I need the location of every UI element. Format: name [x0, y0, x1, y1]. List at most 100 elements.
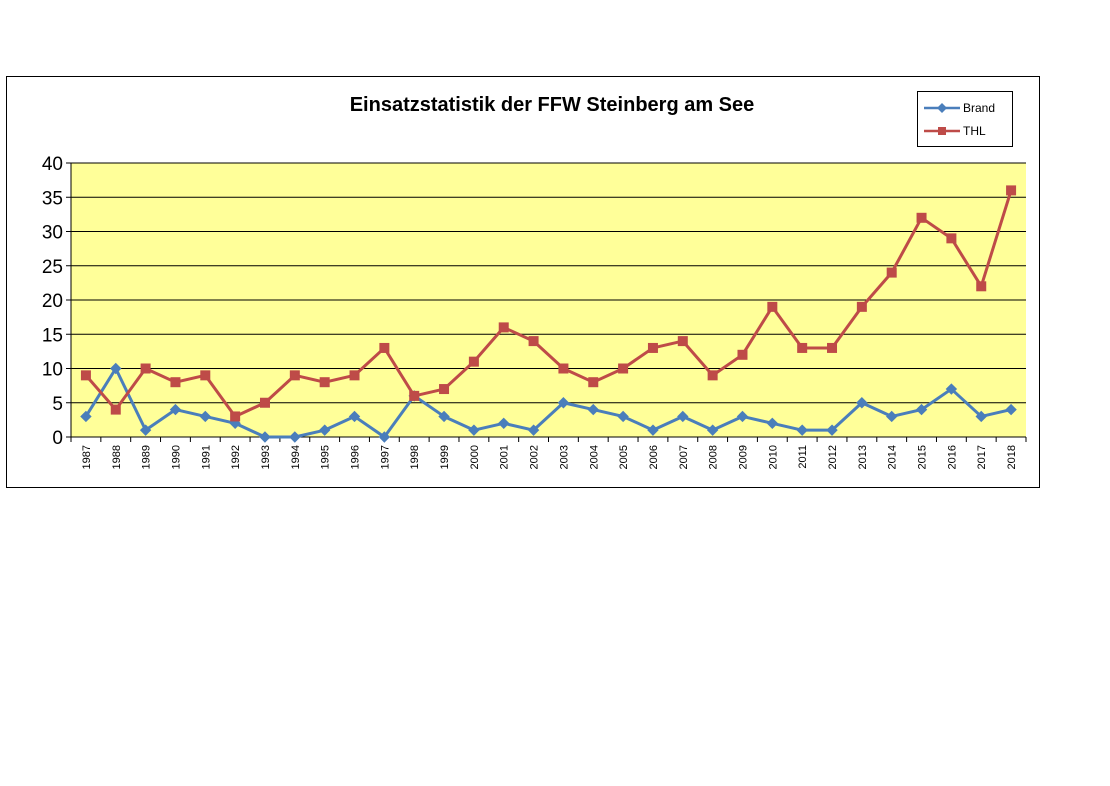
data-point-thl: [259, 397, 270, 408]
data-point-thl: [379, 342, 390, 353]
legend-swatch-brand: [924, 103, 960, 113]
data-point-brand: [318, 424, 331, 436]
data-point-brand: [677, 410, 689, 423]
y-tick-label: 15: [42, 325, 63, 346]
data-point-thl: [498, 322, 509, 333]
data-point-brand: [617, 410, 629, 423]
data-point-brand: [438, 410, 450, 423]
x-tick-label: 2014: [887, 445, 899, 469]
data-point-thl: [468, 356, 479, 367]
data-point-brand: [169, 403, 182, 416]
x-tick-label: 2010: [767, 445, 779, 469]
data-point-brand: [736, 410, 749, 423]
x-tick-label: 2001: [499, 445, 511, 469]
y-tick-label: 30: [42, 223, 63, 244]
x-tick-label: 1993: [260, 445, 272, 469]
chart-title: Einsatzstatistik der FFW Steinberg am Se…: [349, 94, 755, 116]
data-point-brand: [527, 424, 540, 436]
data-point-brand: [945, 383, 958, 395]
x-tick-label: 1995: [320, 445, 332, 469]
x-tick-label: 2017: [976, 445, 988, 469]
data-point-brand: [856, 397, 868, 409]
data-point-thl: [618, 363, 629, 374]
data-point-brand: [80, 410, 92, 423]
x-tick-label: 1996: [350, 445, 362, 469]
data-point-thl: [200, 370, 211, 381]
x-tick-label: 1999: [439, 445, 451, 469]
x-tick-label: 2002: [529, 445, 541, 469]
data-point-thl: [886, 267, 897, 278]
data-point-thl: [409, 390, 420, 401]
y-tick-label: 35: [42, 188, 63, 209]
legend-label-brand: Brand: [963, 101, 996, 115]
x-tick-label: 2007: [678, 445, 690, 469]
data-point-thl: [707, 370, 718, 381]
data-point-thl: [528, 336, 539, 347]
x-tick-label: 1998: [409, 445, 421, 469]
x-tick-label: 1988: [111, 445, 123, 469]
data-point-thl: [856, 301, 867, 312]
data-point-thl: [439, 384, 450, 395]
x-tick-label: 2006: [648, 445, 660, 469]
data-point-brand: [587, 403, 599, 416]
data-point-brand: [1005, 403, 1017, 416]
data-point-brand: [647, 424, 659, 436]
legend: Brand THL: [917, 91, 1013, 147]
data-point-thl: [916, 212, 927, 223]
legend-swatch-thl: [924, 127, 960, 135]
legend-label-thl: THL: [963, 124, 986, 138]
data-point-thl: [230, 411, 241, 422]
data-point-brand: [557, 397, 570, 409]
data-point-thl: [677, 336, 688, 347]
legend-item-thl: THL: [918, 121, 1014, 141]
data-point-brand: [975, 410, 987, 423]
chart-plot: 0 5 10 15 20 25 30 35 40 1987 1988 1989 1990 1991 1992…: [42, 154, 1027, 469]
data-point-thl: [797, 342, 808, 353]
data-point-thl: [588, 377, 599, 388]
x-tick-label: 2004: [588, 445, 600, 469]
data-point-brand: [110, 362, 122, 375]
data-point-thl: [827, 342, 838, 353]
x-tick-label: 2003: [558, 445, 570, 469]
data-point-brand: [498, 417, 510, 430]
data-point-thl: [558, 363, 569, 374]
y-tick-label: 5: [52, 394, 63, 415]
x-tick-label: 1994: [290, 445, 302, 469]
data-point-brand: [885, 410, 898, 423]
data-point-brand: [468, 424, 480, 436]
y-tick-label: 40: [42, 154, 63, 175]
data-point-thl: [1006, 185, 1017, 196]
x-tick-label: 2012: [827, 445, 839, 469]
data-point-brand: [796, 424, 808, 436]
x-tick-label: 2009: [737, 445, 749, 469]
x-tick-label: 2008: [708, 445, 720, 469]
data-point-thl: [80, 370, 91, 381]
data-point-thl: [140, 363, 151, 374]
x-tick-label: 2011: [797, 445, 809, 469]
x-tick-label: 1987: [81, 445, 93, 469]
data-point-brand: [259, 431, 271, 443]
x-tick-label: 1989: [141, 445, 153, 469]
x-tick-label: 2013: [857, 445, 869, 469]
data-point-thl: [319, 377, 330, 388]
data-point-thl: [110, 404, 121, 415]
series-line-brand: [84, 367, 1012, 439]
y-tick-label: 25: [42, 257, 63, 278]
data-point-brand: [139, 424, 152, 436]
x-tick-label: 1992: [230, 445, 242, 469]
x-tick-label: 2005: [618, 445, 630, 469]
data-point-thl: [737, 349, 748, 360]
data-point-brand: [378, 431, 391, 443]
data-point-thl: [976, 281, 987, 292]
data-point-thl: [349, 370, 360, 381]
y-tick-label: 0: [52, 428, 63, 449]
data-point-brand: [766, 417, 779, 430]
y-tick-label: 10: [42, 360, 63, 381]
data-point-brand: [289, 431, 301, 443]
legend-item-brand: Brand: [918, 98, 1014, 118]
data-point-brand: [826, 424, 838, 436]
y-tick-label: 20: [42, 291, 63, 312]
data-point-thl: [767, 301, 778, 312]
data-point-thl: [289, 370, 300, 381]
x-tick-label: 2000: [469, 445, 481, 469]
